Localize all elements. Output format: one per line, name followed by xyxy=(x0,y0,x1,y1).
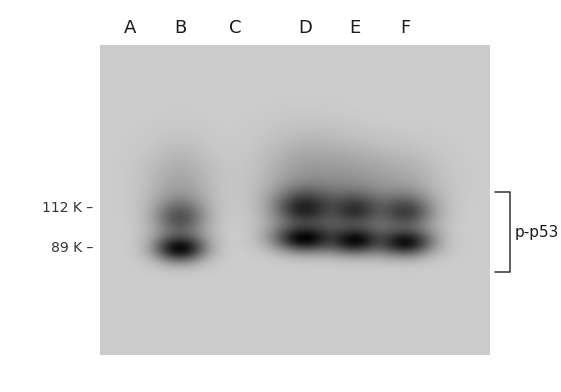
Text: F: F xyxy=(400,19,410,37)
Text: 112 K –: 112 K – xyxy=(42,201,93,215)
Text: B: B xyxy=(174,19,186,37)
Text: A: A xyxy=(124,19,136,37)
Bar xyxy=(100,45,490,355)
Text: D: D xyxy=(298,19,312,37)
Text: p-p53: p-p53 xyxy=(515,225,559,240)
Text: C: C xyxy=(229,19,241,37)
Text: E: E xyxy=(350,19,361,37)
Text: 89 K –: 89 K – xyxy=(50,241,93,255)
